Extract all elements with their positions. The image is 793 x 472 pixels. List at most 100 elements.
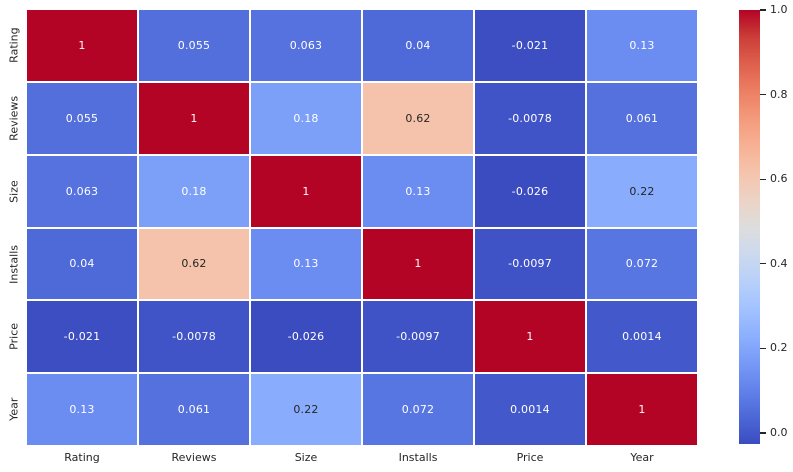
colorbar-tick-mark xyxy=(760,263,766,265)
cell-value: 0.072 xyxy=(625,257,659,271)
cell-value: -0.026 xyxy=(287,330,325,344)
heatmap-cell: 0.22 xyxy=(251,374,361,445)
heatmap-cell: 0.13 xyxy=(587,10,697,81)
heatmap-cell: 0.061 xyxy=(587,82,697,154)
heatmap-cell: 0.13 xyxy=(363,155,473,227)
cell-value: 0.063 xyxy=(65,184,99,198)
colorbar-tick-mark xyxy=(760,178,766,180)
heatmap-cell: 0.62 xyxy=(139,228,249,300)
cell-value: 0.13 xyxy=(629,38,655,52)
y-tick-label-rating: Rating xyxy=(7,27,21,64)
cell-value: 0.0014 xyxy=(622,330,662,344)
x-tick-label-rating: Rating xyxy=(64,451,100,464)
heatmap-cell: 0.13 xyxy=(27,374,137,445)
x-tick-label-price: Price xyxy=(516,451,544,464)
cell-value: 0.063 xyxy=(289,38,323,52)
colorbar-tick-mark xyxy=(760,9,766,11)
colorbar-tick-mark xyxy=(760,347,766,350)
cell-value: -0.026 xyxy=(511,184,549,198)
cell-value: 0.22 xyxy=(293,403,319,417)
heatmap-cell: 0.072 xyxy=(363,374,473,445)
heatmap-cell: 0.063 xyxy=(251,10,361,81)
cell-value: 0.18 xyxy=(181,184,207,198)
heatmap-cell: -0.021 xyxy=(475,10,585,81)
cell-value: 1 xyxy=(638,403,646,417)
x-axis-tick-labels: Rating Reviews Size Installs Price Year xyxy=(27,451,697,467)
cell-value: -0.0097 xyxy=(508,257,552,271)
heatmap-cell: 1 xyxy=(475,301,585,373)
heatmap-cell: 0.62 xyxy=(363,82,473,154)
cell-value: 0.055 xyxy=(177,38,211,52)
heatmap-cell: -0.026 xyxy=(475,155,585,227)
heatmap-cell: 0.18 xyxy=(139,155,249,227)
cell-value: 0.061 xyxy=(625,111,659,125)
heatmap-cell: 0.18 xyxy=(251,82,361,154)
colorbar-gradient xyxy=(739,10,760,444)
x-tick-label-installs: Installs xyxy=(398,451,438,464)
cell-value: 1 xyxy=(78,38,86,52)
heatmap-cell: -0.021 xyxy=(27,301,137,373)
cell-value: 0.061 xyxy=(177,403,211,417)
heatmap-cell: -0.026 xyxy=(251,301,361,373)
cell-value: 0.055 xyxy=(65,111,99,125)
cell-value: 0.04 xyxy=(69,257,95,271)
cell-value: 0.62 xyxy=(181,257,207,271)
y-tick-label-size: Size xyxy=(7,179,21,203)
heatmap-cell: 1 xyxy=(27,10,137,81)
heatmap-cell: 1 xyxy=(139,82,249,154)
heatmap-cell: 1 xyxy=(251,155,361,227)
colorbar-tick-label: 0.2 xyxy=(770,341,788,355)
cell-value: 0.18 xyxy=(293,111,319,125)
y-tick-label-reviews: Reviews xyxy=(7,95,21,141)
colorbar-tick-label: 0.0 xyxy=(770,426,788,439)
heatmap-cell: 0.063 xyxy=(27,155,137,227)
cell-value: 1 xyxy=(190,111,198,125)
colorbar: 1.0 0.8 0.6 0.4 0.2 0.0 xyxy=(739,3,793,444)
heatmap-cell: 1 xyxy=(363,228,473,300)
heatmap-cell: 0.061 xyxy=(139,374,249,445)
cell-value: 1 xyxy=(526,330,534,344)
heatmap-cell: -0.0078 xyxy=(475,82,585,154)
cell-value: 0.13 xyxy=(69,403,95,417)
cell-value: -0.0097 xyxy=(396,330,440,344)
heatmap-cell: 0.13 xyxy=(251,228,361,300)
cell-value: 0.62 xyxy=(405,111,431,125)
heatmap-cell: -0.0097 xyxy=(363,301,473,373)
heatmap-cell: 0.04 xyxy=(27,228,137,300)
heatmap-cell: 0.0014 xyxy=(587,301,697,373)
heatmap-cell: 0.0014 xyxy=(475,374,585,445)
x-tick-label-reviews: Reviews xyxy=(171,451,217,464)
colorbar-tick-mark xyxy=(760,93,766,96)
cell-value: -0.0078 xyxy=(508,111,552,125)
heatmap-cell: -0.0078 xyxy=(139,301,249,373)
colorbar-tick-label: 0.6 xyxy=(770,172,788,186)
cell-value: -0.0078 xyxy=(172,330,216,344)
cell-value: 1 xyxy=(302,184,310,198)
cell-value: 0.22 xyxy=(629,184,655,198)
cell-value: 0.072 xyxy=(401,403,435,417)
cell-value: 0.0014 xyxy=(510,403,550,417)
cell-value: 0.04 xyxy=(405,38,431,52)
colorbar-tick-mark xyxy=(760,432,766,434)
heatmap-cell: 0.22 xyxy=(587,155,697,227)
x-tick-label-size: Size xyxy=(294,451,318,464)
cell-value: 0.13 xyxy=(405,184,431,198)
y-axis-tick-labels: Rating Reviews Size Installs Price Year xyxy=(2,10,26,445)
y-tick-label-installs: Installs xyxy=(7,244,21,284)
heatmap-cell: 0.055 xyxy=(139,10,249,81)
cell-value: -0.021 xyxy=(511,38,549,52)
heatmap-cell: 0.072 xyxy=(587,228,697,300)
colorbar-tick-label: 0.8 xyxy=(770,87,788,101)
heatmap-grid: 1 0.055 0.063 0.04 -0.021 0.13 0.055 1 0.18 0.62 -… xyxy=(27,10,697,445)
heatmap-cell: -0.0097 xyxy=(475,228,585,300)
y-tick-label-year: Year xyxy=(7,397,21,422)
y-tick-label-price: Price xyxy=(7,323,21,351)
cell-value: 0.13 xyxy=(293,257,319,271)
colorbar-tick-label: 0.4 xyxy=(770,256,788,270)
heatmap-cell: 1 xyxy=(587,374,697,445)
colorbar-tick-label: 1.0 xyxy=(770,3,788,16)
heatmap-cell: 0.04 xyxy=(363,10,473,81)
cell-value: 1 xyxy=(414,257,422,271)
cell-value: -0.021 xyxy=(63,330,101,344)
